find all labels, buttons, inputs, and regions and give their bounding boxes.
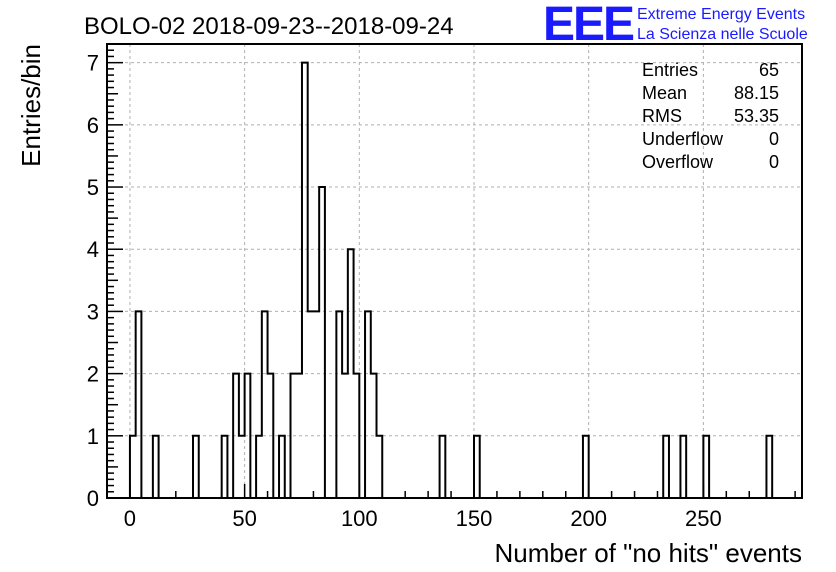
y-tick-label: 3	[87, 299, 99, 324]
x-tick-label: 250	[685, 506, 722, 531]
histogram-bars	[128, 61, 774, 498]
stats-label: Overflow	[642, 152, 714, 172]
stats-value: 65	[759, 60, 779, 80]
x-axis-title: Number of "no hits" events	[495, 538, 803, 568]
histogram-bin	[313, 311, 319, 498]
histogram-outline	[128, 61, 774, 498]
stats-label: Mean	[642, 83, 687, 103]
logo-line-1: Extreme Energy Events	[637, 6, 805, 23]
eee-logo: EEE Extreme Energy Events La Scienza nel…	[543, 0, 808, 51]
x-tick-label: 200	[570, 506, 607, 531]
x-tick-labels: 0 50 100 150 200 250	[124, 506, 722, 531]
stats-value: 53.35	[734, 106, 779, 126]
logo-line-2: La Scienza nelle Scuole	[637, 26, 808, 43]
y-tick-label: 5	[87, 175, 99, 200]
y-tick-label: 6	[87, 113, 99, 138]
stats-value: 88.15	[734, 83, 779, 103]
histogram-bin	[239, 436, 245, 498]
logo-letters: EEE	[543, 0, 634, 51]
y-tick-label: 7	[87, 51, 99, 76]
stats-label: RMS	[642, 106, 682, 126]
x-tick-label: 0	[124, 506, 136, 531]
y-tick-label: 1	[87, 424, 99, 449]
chart-title: BOLO-02 2018-09-23--2018-09-24	[84, 13, 454, 40]
y-tick-label: 2	[87, 362, 99, 387]
grid-lines	[107, 44, 802, 498]
histogram-bin	[308, 311, 314, 498]
stats-value: 0	[769, 129, 779, 149]
x-tick-label: 150	[456, 506, 493, 531]
x-tick-label: 50	[232, 506, 256, 531]
plot-frame	[106, 43, 803, 499]
stats-label: Underflow	[642, 129, 724, 149]
y-tick-labels: 0 1 2 3 4 5 6 7	[87, 51, 99, 511]
y-tick-label: 0	[87, 486, 99, 511]
axes	[106, 43, 803, 499]
y-tick-label: 4	[87, 237, 99, 262]
stats-value: 0	[769, 152, 779, 172]
stats-label: Entries	[642, 60, 698, 80]
x-tick-label: 100	[341, 506, 378, 531]
stats-box: Entries 65 Mean 88.15 RMS 53.35 Underflow 0 Over…	[642, 60, 779, 172]
y-axis-title: Entries/bin	[16, 44, 46, 167]
